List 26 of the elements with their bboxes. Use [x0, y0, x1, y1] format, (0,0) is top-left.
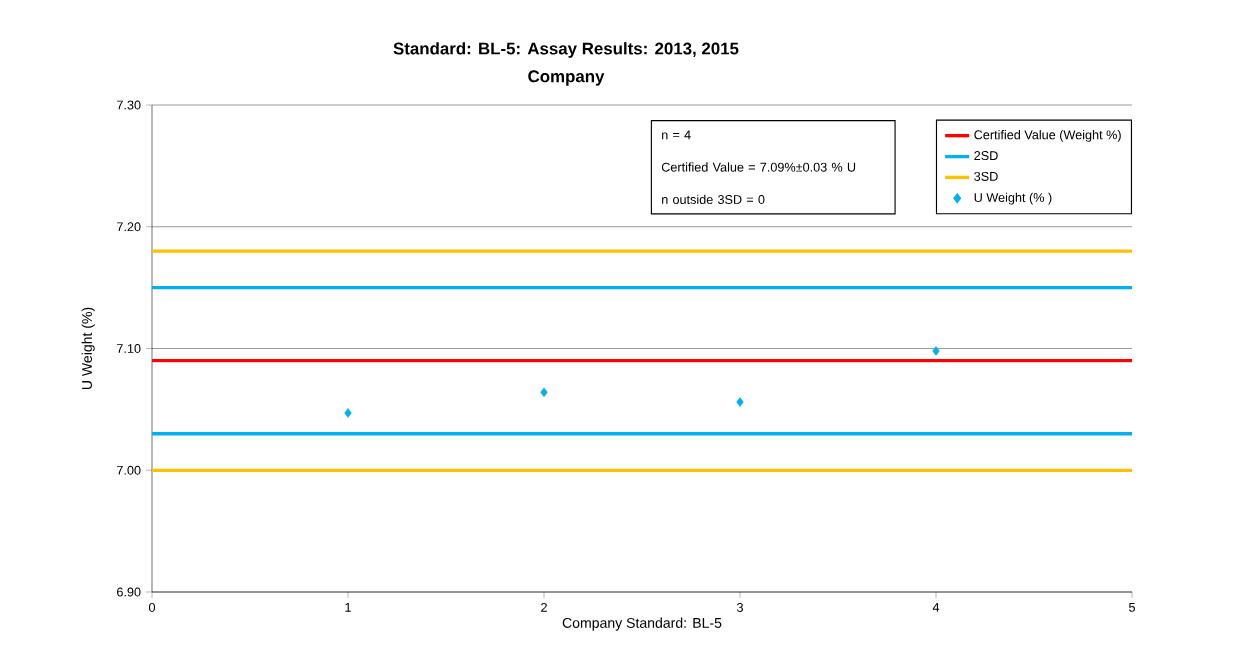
x-tick-label: 3: [736, 602, 743, 612]
legend-label: 2SD: [974, 151, 998, 161]
y-tick-label: 6.90: [117, 587, 141, 597]
annotation: n outside 3SD = 0: [662, 194, 765, 204]
annotation: n = 4: [662, 130, 691, 140]
y-tick-label: 7.20: [117, 222, 141, 232]
legend-label: 3SD: [974, 171, 998, 181]
y-tick-label: 7.00: [117, 465, 141, 475]
y-axis-title: U Weight (%): [81, 307, 95, 390]
x-axis-title: Company Standard: BL-5: [562, 617, 722, 631]
legend-label: U Weight (% ): [974, 192, 1052, 205]
chart-subtitle: Company: [528, 70, 605, 86]
x-tick-label: 1: [345, 602, 351, 612]
x-tick-label: 2: [541, 602, 547, 612]
y-tick-label: 7.30: [117, 100, 141, 110]
point: [540, 387, 548, 398]
x-tick-label: 0: [148, 602, 156, 612]
point: [736, 397, 744, 407]
point: [344, 408, 352, 418]
annotation: Certified Value = 7.09%±0.03 % U: [661, 162, 856, 172]
point: [932, 346, 940, 356]
x-tick-label: 4: [932, 602, 940, 612]
legend-label: Certified Value (Weight %): [974, 130, 1121, 142]
x-tick-label: 5: [1129, 602, 1135, 612]
chart-title: Standard: BL-5: Assay Results: 2013, 2015: [393, 42, 739, 58]
y-tick-label: 7.10: [117, 344, 141, 353]
